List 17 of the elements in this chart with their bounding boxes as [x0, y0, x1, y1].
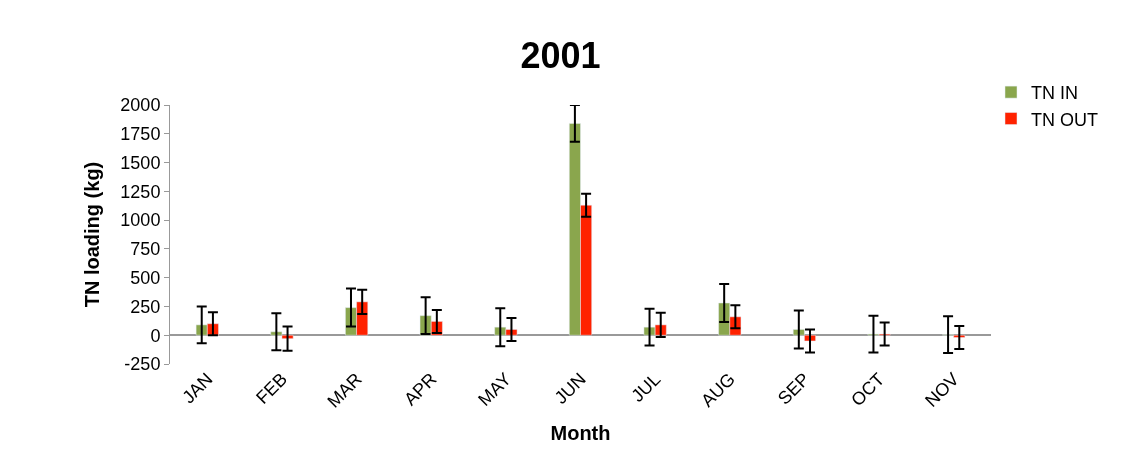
y-tick-label: -250 [124, 354, 161, 375]
y-tick-label: 1500 [120, 152, 161, 173]
y-tick-label: 0 [150, 325, 161, 346]
y-tick-label: 2000 [120, 95, 161, 116]
y-axis-title: TN loading (kg) [80, 161, 103, 308]
x-tick-label: JUL [627, 369, 665, 406]
y-tick-label: 1750 [120, 124, 161, 145]
y-tick-label: 500 [130, 267, 161, 288]
y-tick-label: 250 [130, 296, 161, 317]
y-tick-label: 750 [130, 239, 161, 260]
x-tick-label: FEB [252, 369, 292, 408]
x-axis-title: Month [550, 421, 611, 444]
y-tick-label: 1250 [120, 181, 161, 202]
y-tick-label: 1000 [120, 210, 161, 231]
chart-title: 2001 [520, 34, 601, 76]
legend-label: TN IN [1031, 83, 1078, 104]
legend-label: TN OUT [1031, 109, 1098, 130]
